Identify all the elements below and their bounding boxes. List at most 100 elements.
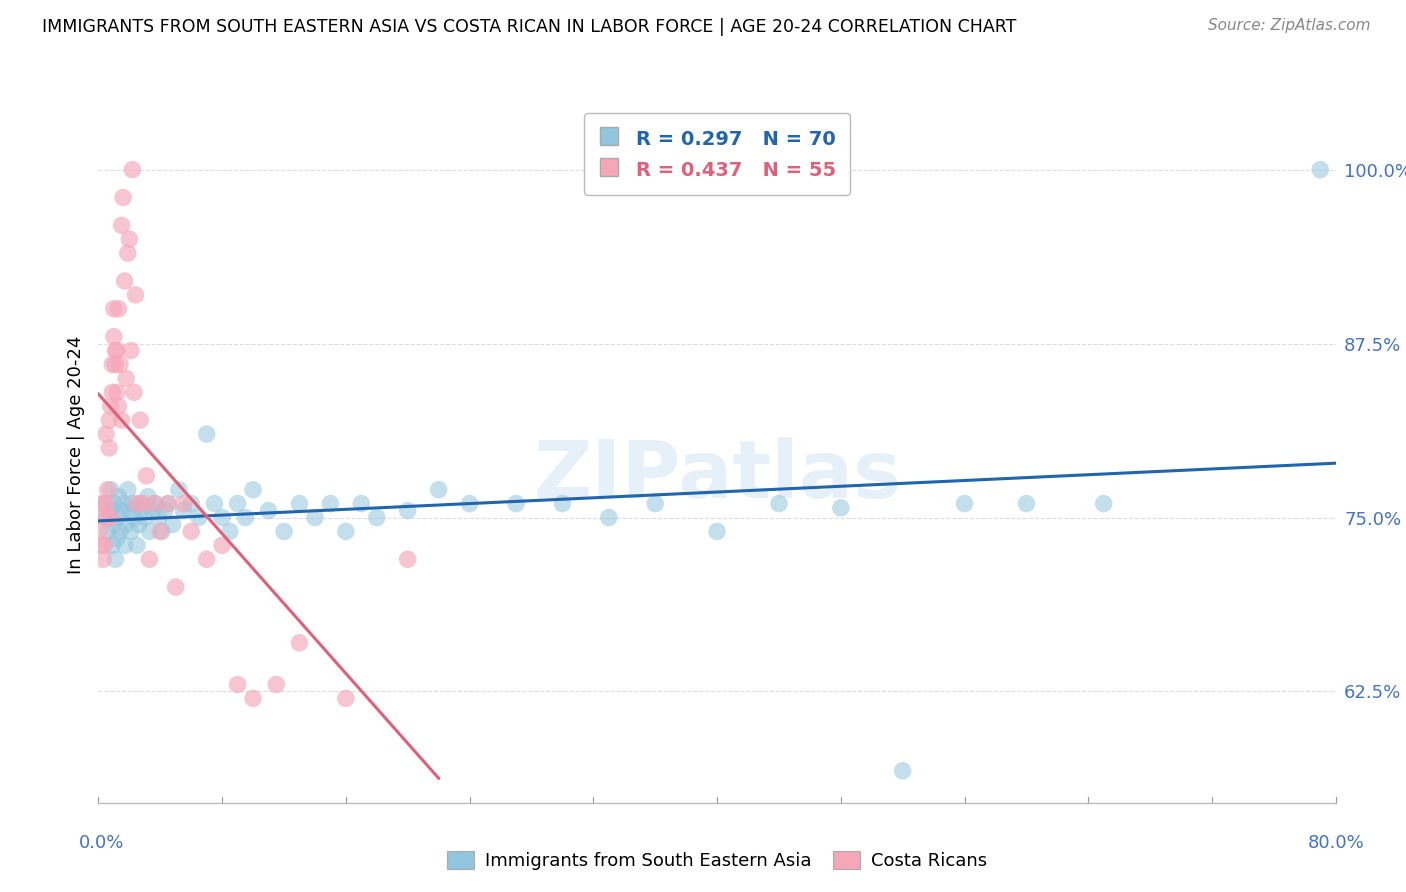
Point	[172, 497, 194, 511]
Point	[96, 510, 118, 524]
Point	[768, 497, 790, 511]
Point	[117, 483, 139, 497]
Point	[96, 427, 118, 442]
Point	[100, 510, 122, 524]
Point	[1092, 497, 1115, 511]
Point	[135, 468, 157, 483]
Point	[396, 503, 419, 517]
Point	[122, 510, 145, 524]
Point	[167, 483, 190, 497]
Point	[226, 497, 249, 511]
Text: IMMIGRANTS FROM SOUTH EASTERN ASIA VS COSTA RICAN IN LABOR FORCE | AGE 20-24 COR: IMMIGRANTS FROM SOUTH EASTERN ASIA VS CO…	[42, 18, 1017, 36]
Point	[134, 510, 156, 524]
Point	[101, 538, 124, 552]
Text: ZIPatlas: ZIPatlas	[533, 437, 901, 515]
Point	[121, 497, 143, 511]
Point	[242, 691, 264, 706]
Point	[143, 497, 166, 511]
Point	[120, 524, 142, 539]
Point	[98, 413, 121, 427]
Point	[100, 483, 122, 497]
Point	[335, 524, 357, 539]
Point	[108, 358, 131, 372]
Point	[101, 358, 124, 372]
Point	[112, 190, 135, 204]
Point	[98, 441, 121, 455]
Point	[427, 483, 450, 497]
Point	[104, 552, 127, 566]
Point	[551, 497, 574, 511]
Point	[129, 413, 152, 427]
Point	[127, 538, 149, 552]
Point	[114, 538, 136, 552]
Point	[90, 538, 112, 552]
Point	[104, 343, 127, 358]
Point	[127, 497, 149, 511]
Point	[111, 413, 132, 427]
Point	[153, 503, 176, 517]
Point	[1309, 162, 1331, 177]
Point	[242, 483, 264, 497]
Point	[93, 538, 115, 552]
Point	[1015, 497, 1038, 511]
Point	[157, 497, 180, 511]
Point	[131, 503, 153, 517]
Point	[124, 288, 146, 302]
Point	[148, 510, 170, 524]
Point	[195, 427, 218, 442]
Point	[165, 580, 187, 594]
Point	[257, 503, 280, 517]
Point	[103, 497, 125, 511]
Point	[141, 503, 165, 517]
Point	[93, 510, 115, 524]
Point	[891, 764, 914, 778]
Point	[644, 497, 666, 511]
Point	[188, 510, 211, 524]
Point	[211, 510, 233, 524]
Point	[96, 497, 118, 511]
Text: 80.0%: 80.0%	[1308, 834, 1364, 852]
Point	[180, 524, 202, 539]
Point	[91, 552, 114, 566]
Point	[100, 399, 122, 413]
Point	[111, 219, 132, 233]
Point	[120, 343, 142, 358]
Point	[180, 497, 202, 511]
Point	[129, 497, 152, 511]
Point	[953, 497, 976, 511]
Point	[505, 497, 527, 511]
Point	[226, 677, 249, 691]
Point	[830, 500, 852, 515]
Point	[149, 524, 172, 539]
Point	[89, 524, 111, 539]
Point	[121, 162, 143, 177]
Point	[233, 510, 257, 524]
Point	[366, 510, 388, 524]
Point	[264, 677, 288, 691]
Point	[114, 274, 136, 288]
Point	[145, 497, 167, 511]
Point	[90, 497, 112, 511]
Point	[288, 497, 311, 511]
Point	[105, 385, 128, 400]
Point	[103, 517, 125, 532]
Point	[105, 343, 128, 358]
Y-axis label: In Labor Force | Age 20-24: In Labor Force | Age 20-24	[66, 335, 84, 574]
Point	[111, 503, 132, 517]
Point	[396, 552, 419, 566]
Legend: Immigrants from South Eastern Asia, Costa Ricans: Immigrants from South Eastern Asia, Cost…	[440, 844, 994, 877]
Point	[195, 552, 218, 566]
Point	[118, 232, 141, 246]
Point	[97, 510, 120, 524]
Point	[107, 510, 129, 524]
Point	[104, 358, 127, 372]
Point	[162, 517, 184, 532]
Point	[117, 246, 139, 260]
Point	[458, 497, 481, 511]
Point	[138, 552, 160, 566]
Point	[103, 301, 125, 316]
Point	[103, 329, 125, 343]
Point	[105, 532, 128, 546]
Point	[136, 490, 159, 504]
Text: 0.0%: 0.0%	[79, 834, 124, 852]
